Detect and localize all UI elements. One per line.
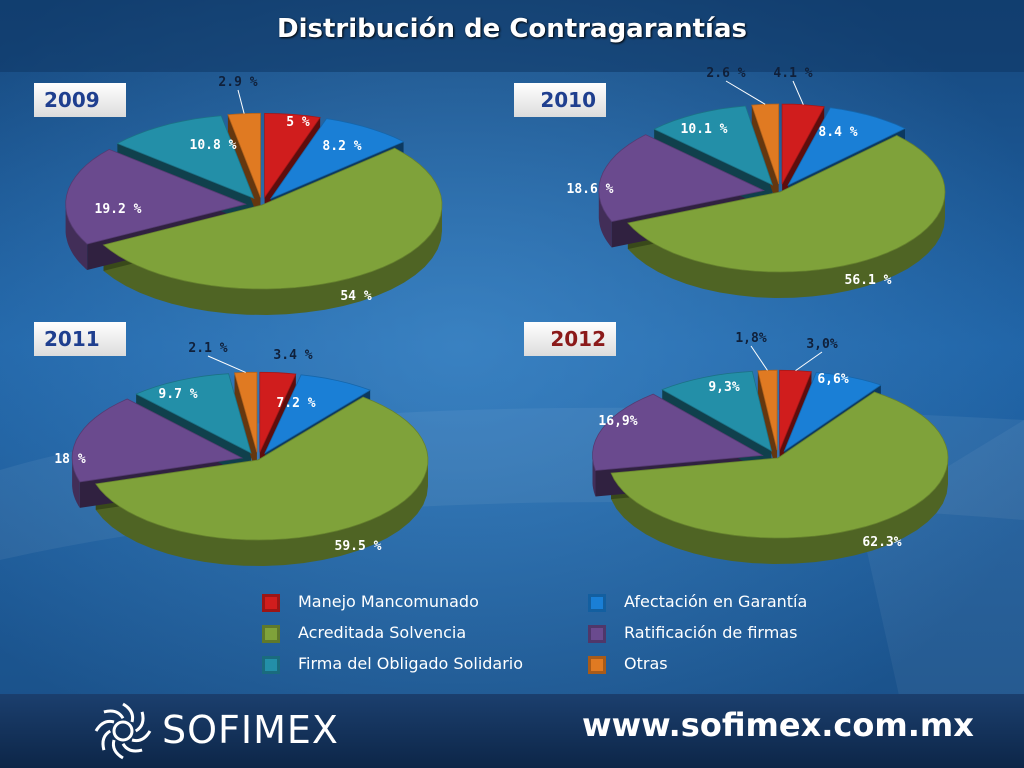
- pie-slice-edge: [757, 370, 778, 477]
- leader-line: [725, 80, 766, 105]
- pie-slice-wall: [103, 205, 442, 315]
- pie-slice-wall: [627, 192, 945, 298]
- footer-bar: SOFIMEX www.sofimex.com.mx: [0, 694, 1024, 768]
- legend-label: Firma del Obligado Solidario: [298, 654, 524, 673]
- leader-line: [207, 355, 246, 373]
- leader-line: [237, 89, 245, 114]
- data-label: 7.2 %: [276, 396, 315, 411]
- data-label: 19.2 %: [95, 202, 142, 217]
- year-label-2011: 2011: [44, 327, 100, 351]
- data-label: 59.5 %: [335, 539, 382, 554]
- data-label: 2.1 %: [188, 341, 227, 356]
- data-label: 6,6%: [817, 372, 848, 387]
- year-box-2012: 2012: [524, 322, 616, 356]
- pie-slice-wall: [592, 455, 596, 497]
- pie-slice-acreditada-solvencia: [95, 396, 429, 541]
- pie-slice-firma-del-obligado-solidario: [116, 115, 255, 200]
- legend-swatch: [262, 625, 280, 643]
- data-label: 62.3%: [862, 535, 901, 550]
- legend-swatch: [588, 656, 606, 674]
- sofimex-logo-text: SOFIMEX: [162, 708, 339, 752]
- legend-swatch: [262, 656, 280, 674]
- pie-slice-firma-del-obligado-solidario: [135, 373, 252, 454]
- pie-slice-acreditada-solvencia: [610, 391, 949, 539]
- data-label: 9,3%: [708, 380, 739, 395]
- pie-slice-acreditada-solvencia: [627, 135, 946, 273]
- pie-slice-wall: [611, 458, 948, 564]
- website-url[interactable]: www.sofimex.com.mx: [582, 706, 974, 744]
- data-label: 9.7 %: [158, 387, 197, 402]
- pie-slice-afectaci-n-en-garant-a: [264, 374, 372, 455]
- year-label-2009: 2009: [44, 88, 100, 112]
- pie-slice-acreditada-solvencia: [102, 147, 443, 290]
- year-label-2012: 2012: [550, 327, 606, 351]
- data-label: 16,9%: [598, 414, 637, 429]
- legend-label: Manejo Mancomunado: [298, 592, 479, 611]
- pie-chart-2011: 3.4 % 7.2 % 59.5 % 18 % 9.7 % 2.1 %: [54, 341, 429, 566]
- data-label: 1,8%: [735, 331, 766, 346]
- pie-slice-ratificaci-n-de-firmas: [71, 398, 244, 483]
- data-label: 10.8 %: [190, 138, 237, 153]
- year-box-2010: 2010: [514, 83, 606, 117]
- pie-slice-afectaci-n-en-garant-a: [783, 371, 882, 452]
- pie-slice-ratificaci-n-de-firmas: [592, 393, 764, 471]
- legend-swatch: [588, 594, 606, 612]
- data-label: 2.6 %: [706, 66, 745, 81]
- pie-slice-otras: [751, 103, 780, 185]
- data-label: 3,0%: [806, 337, 837, 352]
- legend-swatch: [588, 625, 606, 643]
- pie-slice-wall: [65, 204, 88, 270]
- data-label: 2.9 %: [218, 75, 257, 90]
- pie-slice-manejo-mancomunado: [264, 112, 321, 199]
- data-label: 8.2 %: [322, 139, 361, 154]
- pie-slice-edge: [234, 372, 257, 479]
- data-label: 8.4 %: [818, 125, 857, 140]
- leader-line: [750, 345, 768, 371]
- pie-slice-otras: [227, 112, 261, 198]
- legend-label: Acreditada Solvencia: [298, 623, 467, 642]
- sofimex-logo-icon: [94, 702, 152, 760]
- leader-line: [795, 351, 823, 372]
- year-box-2009: 2009: [34, 83, 126, 117]
- pie-slice-firma-del-obligado-solidario: [661, 370, 773, 452]
- slide-title: Distribución de Contragarantías: [277, 14, 747, 44]
- legend-label: Afectación en Garantía: [624, 592, 808, 611]
- legend-swatch: [262, 594, 280, 612]
- data-label: 4.1 %: [773, 66, 812, 81]
- legend-label: Ratificación de firmas: [624, 623, 798, 642]
- pie-slice-ratificaci-n-de-firmas: [598, 134, 766, 222]
- pie-chart-2009: 5 % 8.2 % 54 % 19.2 % 10.8 % 2.9 %: [65, 75, 443, 315]
- pie-slice-afectaci-n-en-garant-a: [787, 107, 906, 187]
- pie-slice-manejo-mancomunado: [259, 371, 297, 453]
- data-label: 18.6 %: [567, 182, 614, 197]
- data-label: 10.1 %: [681, 122, 728, 137]
- data-label: 54 %: [340, 289, 371, 304]
- year-box-2011: 2011: [34, 322, 126, 356]
- pie-slice-wall: [598, 190, 612, 248]
- pie-charts: 5 % 8.2 % 54 % 19.2 % 10.8 % 2.9 % 4.1 % 8.4 % 5…: [54, 66, 949, 566]
- year-label-2010: 2010: [540, 88, 596, 112]
- data-label: 3.4 %: [273, 348, 312, 363]
- pie-chart-2010: 4.1 % 8.4 % 56.1 % 18.6 % 10.1 % 2.6 %: [567, 66, 946, 298]
- leader-line: [792, 80, 804, 105]
- pie-slice-firma-del-obligado-solidario: [653, 105, 774, 186]
- pie-slice-wall: [95, 460, 429, 566]
- pie-chart-2012: 3,0% 6,6% 62.3% 16,9% 9,3% 1,8%: [592, 331, 949, 564]
- legend: Manejo Mancomunado Afectación en Garantí…: [262, 590, 882, 686]
- data-label: 56.1 %: [845, 273, 892, 288]
- legend-label: Otras: [624, 654, 668, 673]
- pie-slice-afectaci-n-en-garant-a: [269, 118, 405, 200]
- data-label: 18 %: [54, 452, 85, 467]
- pie-slice-ratificaci-n-de-firmas: [65, 148, 247, 245]
- data-label: 5 %: [286, 115, 310, 130]
